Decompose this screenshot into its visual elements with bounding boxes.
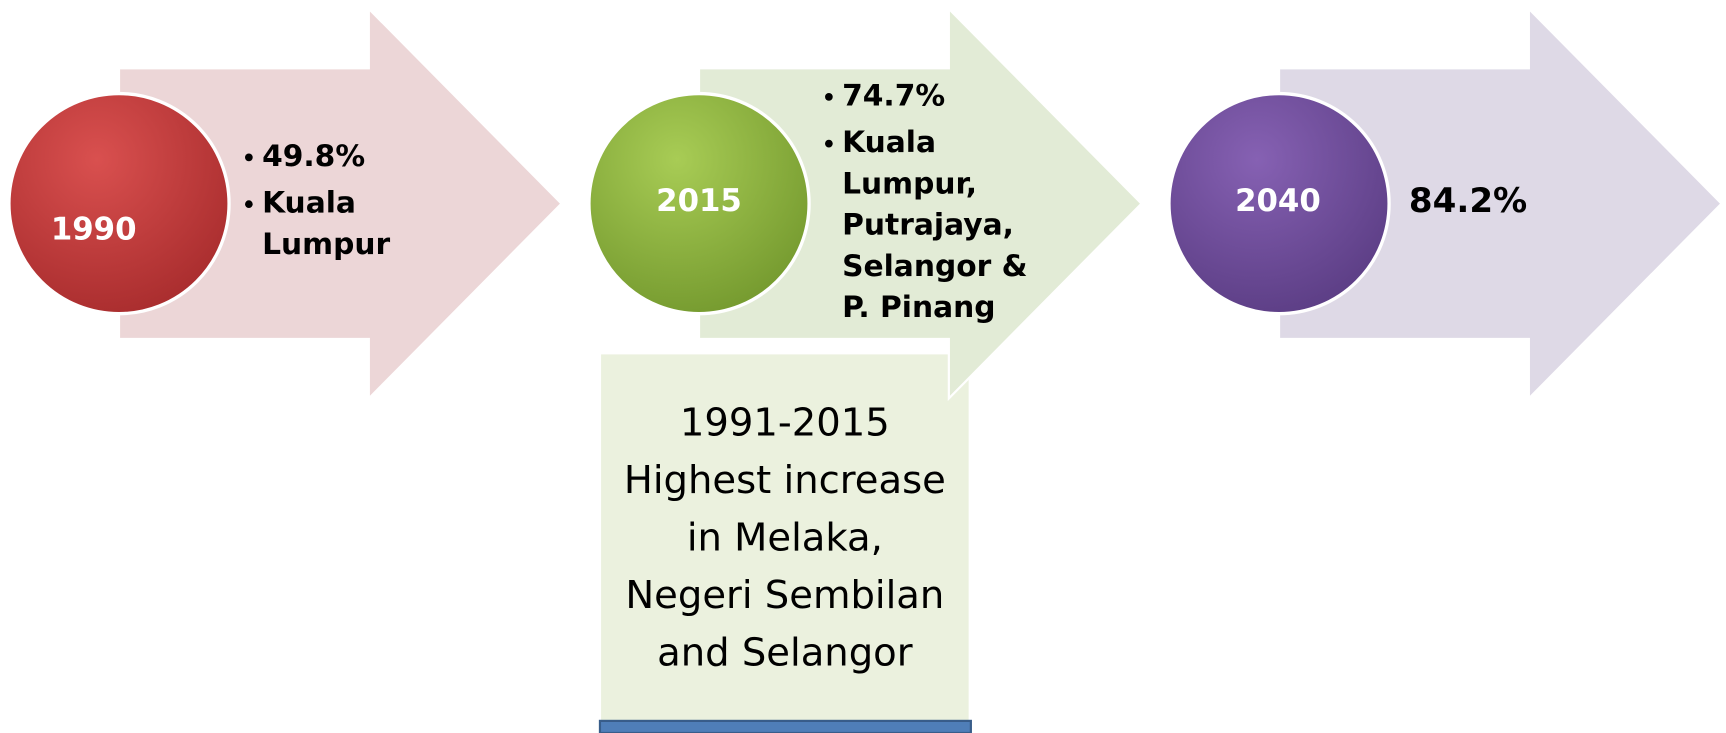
year-label: 2040: [1235, 183, 1321, 219]
bullet-dot: [245, 200, 253, 209]
bullet-dot: [825, 93, 833, 101]
note-line: and Selangor: [657, 631, 913, 676]
arrow: [1277, 6, 1724, 402]
year-label: 2015: [656, 183, 742, 219]
bullet-text: Kuala: [262, 186, 356, 221]
bullet-text: Lumpur,: [842, 166, 977, 201]
note-box: [601, 354, 969, 721]
bullet-dot: [245, 153, 253, 162]
bullet-text: 74.7%: [842, 78, 945, 113]
note-line: in Melaka,: [687, 515, 883, 560]
bullet-text: 49.8%: [262, 139, 365, 174]
bullet-text: Lumpur: [262, 227, 390, 262]
year-circle: [1167, 91, 1391, 316]
year-circle: [587, 91, 811, 316]
bullet-text: Putrajaya,: [842, 208, 1014, 243]
bullet-dot: [825, 139, 833, 148]
year-label: 1990: [51, 212, 137, 248]
year-circle: [7, 91, 231, 316]
arrow: [117, 6, 563, 402]
note-line: Highest increase: [624, 458, 946, 503]
bullet-text: Selangor &: [842, 249, 1027, 284]
bullet-text: Kuala: [842, 125, 936, 160]
note-line: 1991-2015: [680, 400, 890, 445]
stage-text: 84.2%: [1409, 181, 1527, 221]
note-line: Negeri Sembilan: [625, 573, 944, 618]
arrow: [697, 6, 1143, 402]
bullet-text: P. Pinang: [842, 290, 996, 325]
note-bar: [598, 719, 972, 733]
